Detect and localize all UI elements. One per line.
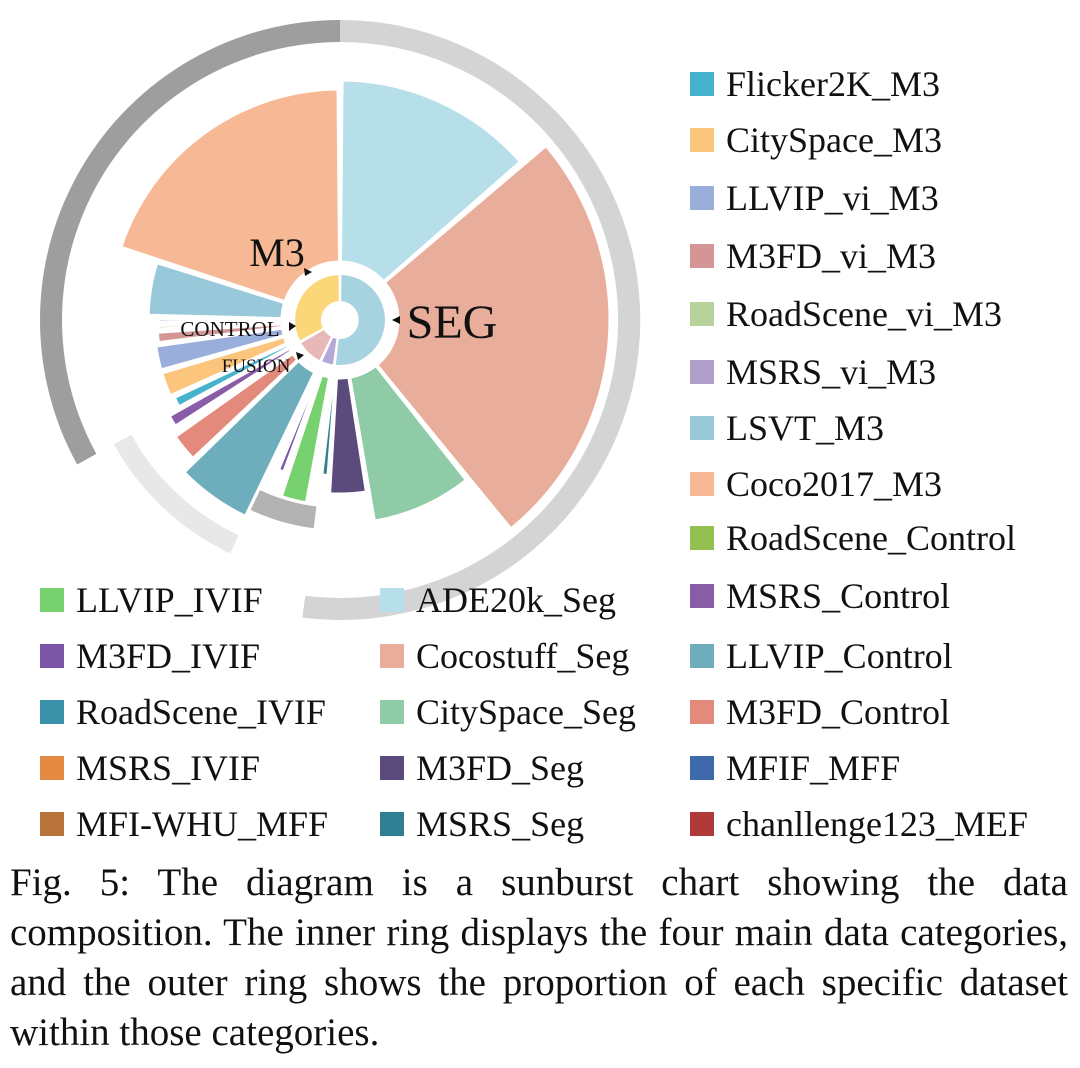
m3-category-band (40, 20, 340, 465)
control-category-band (113, 434, 239, 554)
legend-label: Flicker2K_M3 (726, 64, 940, 104)
legend-swatch (380, 644, 404, 668)
legend-swatch (380, 700, 404, 724)
legend-label: CitySpace_Seg (416, 692, 636, 732)
legend-label: MSRS_Control (726, 576, 951, 616)
legend-label: RoadScene_vi_M3 (726, 294, 1002, 334)
legend-item: CitySpace_Seg (380, 692, 636, 732)
category-label-m3: M3 (249, 230, 305, 275)
legend-label: M3FD_vi_M3 (726, 236, 937, 276)
legend-label: LSVT_M3 (726, 408, 885, 448)
legend-item: M3FD_Control (690, 692, 950, 732)
legend-swatch (40, 756, 64, 780)
legend-item: MSRS_vi_M3 (690, 352, 936, 392)
legend-label: MFIF_MFF (726, 748, 901, 788)
legend-item: chanllenge123_MEF (690, 804, 1028, 844)
sunburst-chart: M3 SEG CONTROL FUSION (40, 19, 641, 620)
legend-swatch (690, 416, 714, 440)
legend-swatch (690, 644, 714, 668)
legend-swatch (40, 588, 64, 612)
legend-item: LSVT_M3 (690, 408, 884, 448)
legend-swatch (690, 244, 714, 268)
legend-swatch (690, 472, 714, 496)
control-label-pointer (289, 322, 296, 331)
legend-swatch (690, 526, 714, 550)
legend-label: M3FD_IVIF (76, 636, 261, 676)
legend-label: M3FD_Seg (416, 748, 585, 788)
legend-label: MFI-WHU_MFF (76, 804, 329, 844)
legend-item: CitySpace_M3 (690, 120, 942, 160)
inner-slice-seg (333, 272, 387, 367)
legend-swatch (690, 700, 714, 724)
legend-label: MSRS_vi_M3 (726, 352, 937, 392)
legend-label: MSRS_Seg (416, 804, 585, 844)
outer-slice-cityspace-seg (348, 363, 469, 523)
legend-label: LLVIP_Control (726, 636, 953, 676)
category-label-control: CONTROL (180, 317, 279, 341)
fusion-category-band (250, 490, 317, 529)
legend-item: M3FD_Seg (380, 748, 584, 788)
legend-label: Coco2017_M3 (726, 464, 942, 504)
legend-swatch (690, 302, 714, 326)
fusion-label-pointer (296, 352, 304, 360)
outer-slice-llvip-control (181, 358, 317, 519)
legend-swatch (40, 700, 64, 724)
legend-item: ADE20k_Seg (380, 580, 616, 620)
legend-item: Flicker2K_M3 (690, 64, 940, 104)
legend-item: Cocostuff_Seg (380, 636, 629, 676)
legend-swatch (380, 756, 404, 780)
category-label-seg: SEG (407, 296, 498, 349)
seg-label-pointer (392, 316, 400, 324)
legend-swatch (40, 812, 64, 836)
outer-slice-lsvt-m3 (146, 260, 287, 321)
legend-item: RoadScene_Control (690, 518, 1016, 558)
legend-item: LLVIP_Control (690, 636, 953, 676)
legend-item: M3FD_IVIF (40, 636, 260, 676)
legend-swatch (690, 360, 714, 384)
legend-label: LLVIP_vi_M3 (726, 178, 939, 218)
legend-item: MFI-WHU_MFF (40, 804, 328, 844)
legend-swatch (690, 812, 714, 836)
legend-swatch (380, 812, 404, 836)
figure-caption: Fig. 5: The diagram is a sunburst chart … (10, 861, 1068, 1054)
legend-label: RoadScene_Control (726, 518, 1016, 558)
legend-swatch (40, 644, 64, 668)
legend-label: ADE20k_Seg (416, 580, 616, 620)
legend-item: LLVIP_IVIF (40, 580, 263, 620)
legend-item: MSRS_Seg (380, 804, 584, 844)
outer-slice-ade20k-seg (338, 78, 523, 284)
m3-label-pointer (304, 268, 312, 276)
legend-label: LLVIP_IVIF (76, 580, 263, 620)
legend-item: MSRS_Control (690, 576, 950, 616)
legend-label: Cocostuff_Seg (416, 636, 630, 676)
legend-swatch (690, 756, 714, 780)
legend-swatch (380, 588, 404, 612)
legend-item: Coco2017_M3 (690, 464, 942, 504)
legend-label: CitySpace_M3 (726, 120, 942, 160)
legend-item: MSRS_IVIF (40, 748, 260, 788)
inner-slice-m3 (293, 272, 341, 344)
legend-label: M3FD_Control (726, 692, 951, 732)
legend-label: RoadScene_IVIF (76, 692, 326, 732)
legend-swatch (690, 584, 714, 608)
legend-swatch (690, 72, 714, 96)
legend-item: MFIF_MFF (690, 748, 900, 788)
legend-label: MSRS_IVIF (76, 748, 261, 788)
legend-item: RoadScene_IVIF (40, 692, 326, 732)
legend-item: LLVIP_vi_M3 (690, 178, 939, 218)
legend-item: RoadScene_vi_M3 (690, 294, 1002, 334)
legend-label: chanllenge123_MEF (726, 804, 1028, 844)
legend-swatch (690, 186, 714, 210)
outer-slice-coco2017-m3 (118, 87, 342, 304)
legend-swatch (690, 128, 714, 152)
legend-item: M3FD_vi_M3 (690, 236, 936, 276)
category-label-fusion: FUSION (222, 356, 291, 377)
